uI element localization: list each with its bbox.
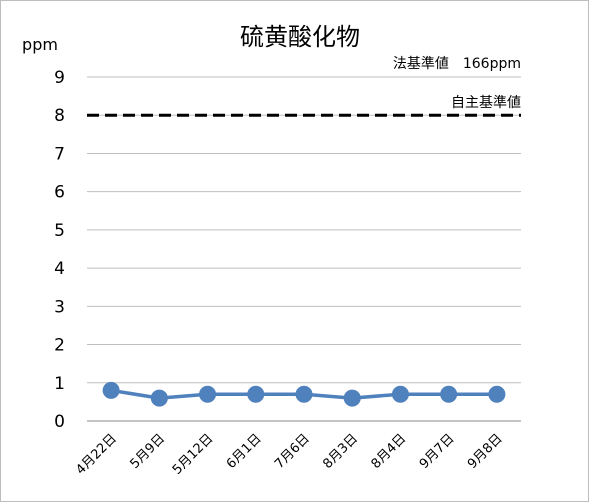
grid-lines [87,76,521,384]
data-point [295,385,313,403]
x-tick-label: 4月22日 [73,431,120,478]
y-tick-label: 0 [54,412,65,432]
y-tick-label: 3 [54,297,65,317]
x-tick-label: 9月7日 [417,431,458,472]
y-tick-label: 8 [54,106,65,126]
data-point [488,385,506,403]
x-axis-ticks: 4月22日 5月9日 5月12日 6月1日 7月6日 8月3日 8月4日 9月7日 9月8日 [73,431,505,478]
data-point [391,385,409,403]
y-tick-label: 5 [54,221,65,241]
data-point [102,381,120,399]
data-point [247,385,265,403]
chart-title: 硫黄酸化物 [240,23,360,51]
y-axis-ticks: 0 1 2 3 4 5 6 7 8 9 [54,68,65,432]
y-tick-label: 6 [54,183,65,203]
x-tick-label: 9月8日 [465,431,506,472]
reference-line-label: 自主基準値 [451,94,521,111]
x-tick-label: 6月1日 [224,431,265,472]
series-markers [102,381,506,407]
data-point [343,389,361,407]
y-axis-unit: ppm [22,35,58,54]
x-tick-label: 5月12日 [170,431,217,478]
x-tick-label: 8月3日 [320,431,361,472]
y-tick-label: 2 [54,336,65,356]
y-tick-label: 7 [54,144,65,164]
x-tick-label: 5月9日 [127,431,168,472]
x-tick-label: 8月4日 [369,431,410,472]
data-point [199,385,217,403]
legal-standard-note: 法基準値 166ppm [393,55,521,72]
x-tick-label: 7月6日 [272,431,313,472]
y-tick-label: 1 [54,374,65,394]
data-point [150,389,168,407]
y-tick-label: 9 [54,68,65,88]
data-point [440,385,458,403]
y-tick-label: 4 [54,259,65,279]
